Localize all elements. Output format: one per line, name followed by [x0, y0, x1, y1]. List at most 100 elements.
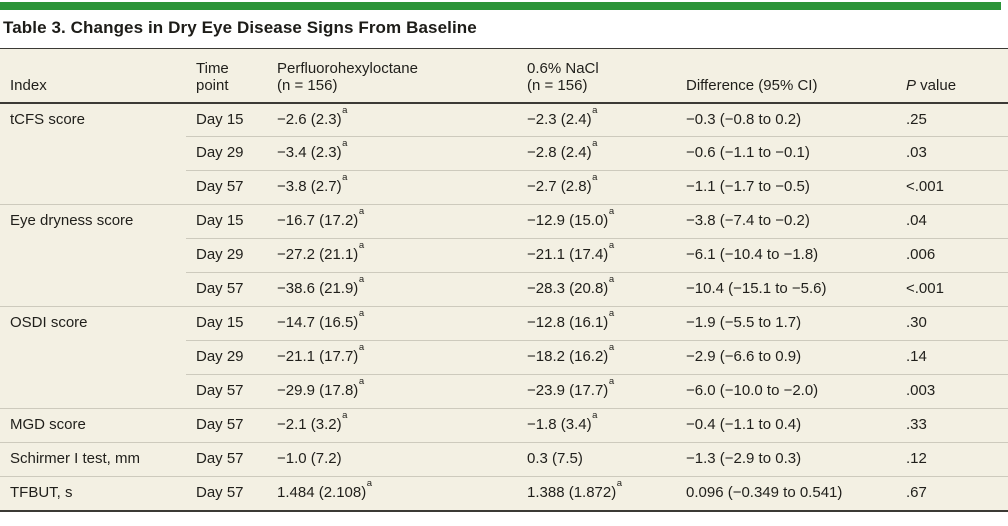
cell-diff-text: −0.6 (−1.1 to −0.1)	[686, 144, 810, 161]
footnote-marker: a	[592, 410, 598, 421]
cell-nacl: 0.3 (7.5)	[517, 442, 676, 477]
col-header-p-value: P value	[896, 48, 1008, 104]
cell-p: <.001	[896, 272, 1008, 307]
cell-time-text: Day 57	[196, 178, 244, 195]
cell-diff: −0.3 (−0.8 to 0.2)	[676, 103, 896, 137]
cell-p: .12	[896, 442, 1008, 477]
table-row: tCFS score Day 15 −2.6 (2.3)a −2.3 (2.4) a −0…	[0, 103, 1008, 137]
col-header-pfho-line1: Perfluorohexyloctane	[277, 59, 418, 77]
col-header-p-rest: value	[916, 76, 957, 94]
cell-diff: −1.9 (−5.5 to 1.7)	[676, 306, 896, 341]
cell-p-text: .006	[906, 246, 936, 263]
cell-nacl-text: −12.9 (15.0)	[527, 212, 609, 229]
col-header-index: Index	[0, 48, 186, 104]
footnote-marker: a	[608, 206, 615, 217]
cell-nacl-text: −2.8 (2.4)	[527, 144, 592, 161]
cell-index: tCFS score	[0, 103, 186, 137]
col-header-difference-label: Difference (95% CI)	[686, 76, 818, 94]
cell-diff-text: −6.1 (−10.4 to −1.8)	[686, 246, 819, 263]
cell-pfho-text: −21.1 (17.7)	[277, 348, 359, 365]
cell-pfho: −1.0 (7.2)	[267, 442, 517, 477]
cell-pfho-text: −29.9 (17.8)	[277, 382, 359, 399]
cell-diff-text: −6.0 (−10.0 to −2.0)	[686, 382, 819, 399]
cell-p-text: .25	[906, 110, 927, 128]
table-header: Index Time point Perfluorohexyloctane (n…	[0, 48, 1008, 104]
cell-index: Eye dryness score	[0, 204, 186, 239]
cell-index	[0, 341, 186, 375]
cell-diff: −0.4 (−1.1 to 0.4)	[676, 408, 896, 443]
cell-index: MGD score	[0, 408, 186, 443]
footnote-marker: a	[358, 342, 365, 353]
cell-pfho-text: −27.2 (21.1)	[277, 246, 359, 263]
cell-p-text: <.001	[906, 280, 944, 297]
footnote-marker: a	[608, 274, 615, 285]
cell-pfho-text: −1.0 (7.2)	[277, 450, 342, 467]
table-row: Day 29 −3.4 (2.3)a −2.8 (2.4)a −0.6 (−1.1 t…	[0, 136, 1008, 171]
cell-pfho: −21.1 (17.7)a	[267, 340, 517, 375]
cell-diff-text: 0.096 (−0.349 to 0.541)	[686, 484, 843, 501]
cell-time: Day 57	[186, 442, 267, 477]
cell-pfho: −29.9 (17.8)a	[267, 374, 517, 409]
cell-index-text: Eye dryness score	[10, 212, 134, 229]
cell-index-text: TFBUT, s	[10, 484, 73, 501]
table-body: tCFS score Day 15 −2.6 (2.3)a −2.3 (2.4) a −0…	[0, 103, 1008, 511]
footnote-marker: a	[592, 172, 598, 183]
cell-pfho-text: −14.7 (16.5)	[277, 314, 359, 331]
cell-diff: −1.1 (−1.7 to −0.5)	[676, 170, 896, 205]
cell-p: .006	[896, 238, 1008, 273]
footnote-marker: a	[616, 478, 623, 489]
cell-diff-text: −1.9 (−5.5 to 1.7)	[686, 314, 802, 331]
cell-time: Day 57	[186, 374, 267, 409]
cell-p: .14	[896, 340, 1008, 375]
cell-pfho-text: −3.4 (2.3)	[277, 144, 342, 161]
cell-nacl: −18.2 (16.2)a	[517, 340, 676, 375]
footnote-marker: a	[358, 376, 365, 387]
cell-nacl: −28.3 (20.8)a	[517, 272, 676, 307]
footnote-marker: a	[608, 342, 615, 353]
col-header-pfho-line2: (n = 156)	[277, 76, 338, 94]
cell-time: Day 15	[186, 204, 267, 239]
table-row: Day 57 −29.9 (17.8)a −23.9 (17.7) a −6.0 (−1…	[0, 374, 1008, 409]
cell-pfho-text: −38.6 (21.9)	[277, 280, 359, 297]
table-row: Day 57 −38.6 (21.9)a −28.3 (20.8)a −10.4 (−…	[0, 272, 1008, 307]
cell-time: Day 15	[186, 103, 267, 137]
cell-index-text: OSDI score	[10, 314, 88, 331]
cell-time-text: Day 29	[196, 246, 244, 263]
cell-index: Schirmer I test, mm	[0, 442, 186, 477]
cell-pfho: −2.6 (2.3)a	[267, 103, 517, 137]
cell-p-text: .04	[906, 212, 927, 229]
cell-pfho: −16.7 (17.2)a	[267, 204, 517, 239]
cell-time-text: Day 15	[196, 110, 244, 128]
cell-nacl: −12.9 (15.0)a	[517, 204, 676, 239]
title-block: Table 3. Changes in Dry Eye Disease Sign…	[0, 10, 1008, 48]
cell-index	[0, 273, 186, 307]
cell-nacl-text: −23.9 (17.7)	[527, 382, 609, 399]
cell-diff: 0.096 (−0.349 to 0.541)	[676, 476, 896, 511]
cell-pfho: −38.6 (21.9)a	[267, 272, 517, 307]
cell-p: .33	[896, 408, 1008, 443]
col-header-difference: Difference (95% CI)	[676, 48, 896, 104]
cell-index-text: MGD score	[10, 416, 86, 433]
cell-time-text: Day 57	[196, 382, 244, 399]
cell-nacl: −21.1 (17.4)a	[517, 238, 676, 273]
col-header-nacl-line1: 0.6% NaCl	[527, 59, 599, 77]
cell-p-text: <.001	[906, 178, 944, 195]
cell-p: .25	[896, 103, 1008, 137]
footnote-marker: a	[366, 478, 373, 489]
cell-nacl-text: −2.3 (2.4)	[527, 110, 592, 128]
cell-nacl-text: −12.8 (16.1)	[527, 314, 609, 331]
cell-time: Day 15	[186, 306, 267, 341]
col-header-index-label: Index	[10, 76, 47, 94]
cell-pfho-text: −16.7 (17.2)	[277, 212, 359, 229]
table-row: Eye dryness score Day 15 −16.7 (17.2)a −12.…	[0, 204, 1008, 239]
cell-diff: −2.9 (−6.6 to 0.9)	[676, 340, 896, 375]
cell-nacl: −1.8 (3.4)a	[517, 408, 676, 443]
cell-pfho-text: 1.484 (2.108)	[277, 484, 367, 501]
cell-nacl: −2.7 (2.8)a	[517, 170, 676, 205]
table-row: Day 29 −27.2 (21.1)a −21.1 (17.4)a −6.1 (−1…	[0, 238, 1008, 273]
cell-index-text: Schirmer I test, mm	[10, 450, 141, 467]
cell-diff: −0.6 (−1.1 to −0.1)	[676, 136, 896, 171]
footnote-marker: a	[342, 104, 348, 116]
cell-nacl-text: −2.7 (2.8)	[527, 178, 592, 195]
dry-eye-signs-table: Index Time point Perfluorohexyloctane (n…	[0, 48, 1008, 512]
